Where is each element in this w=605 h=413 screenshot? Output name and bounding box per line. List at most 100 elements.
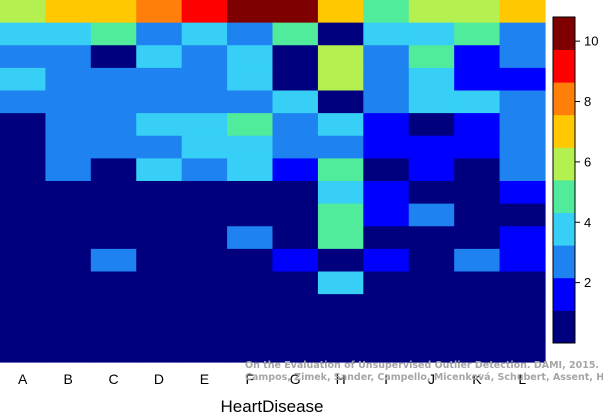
- heatmap-cell: [408, 271, 455, 295]
- heatmap-cell: [272, 339, 319, 363]
- heatmap-cell: [227, 339, 274, 363]
- heatmap-cell: [408, 294, 455, 318]
- heatmap-cell: [454, 113, 501, 137]
- colorbar-segment: [553, 180, 575, 213]
- heatmap-cell: [90, 67, 137, 92]
- heatmap-cell: [90, 158, 137, 182]
- heatmap-cell: [45, 294, 92, 318]
- heatmap-cell: [181, 181, 228, 205]
- heatmap-cell: [454, 90, 501, 114]
- heatmap-cell: [272, 0, 319, 24]
- heatmap-cell: [408, 226, 455, 250]
- heatmap-cell: [454, 203, 501, 227]
- heatmap-cell: [363, 67, 410, 92]
- heatmap-cell: [136, 113, 183, 137]
- heatmap-cell: [0, 339, 47, 363]
- x-tick-label: I: [384, 371, 388, 387]
- heatmap-cell: [363, 90, 410, 114]
- heatmap-cell: [317, 271, 364, 295]
- heatmap-cell: [181, 339, 228, 363]
- heatmap-cell: [363, 316, 410, 340]
- heatmap-cell: [317, 339, 364, 363]
- heatmap-cell: [363, 271, 410, 295]
- heatmap-cell: [90, 0, 137, 24]
- heatmap-cell: [181, 203, 228, 227]
- heatmap-cell: [45, 203, 92, 227]
- heatmap-cell: [499, 226, 546, 250]
- colorbar-tick-label: 6: [584, 154, 591, 169]
- heatmap-cell: [90, 45, 137, 69]
- heatmap-cell: [90, 113, 137, 137]
- heatmap-cell: [227, 135, 274, 159]
- heatmap-cell: [181, 45, 228, 69]
- heatmap-cell: [136, 90, 183, 114]
- colorbar: [552, 16, 576, 344]
- colorbar-segment: [553, 310, 575, 344]
- colorbar-tick-label: 8: [584, 94, 591, 109]
- heatmap-cell: [0, 67, 47, 92]
- heatmap-cell: [227, 271, 274, 295]
- heatmap-cell: [363, 248, 410, 273]
- x-tick-label: A: [18, 371, 28, 387]
- heatmap-cell: [363, 339, 410, 363]
- heatmap-cell: [363, 294, 410, 318]
- heatmap-cell: [408, 67, 455, 92]
- heatmap-cell: [136, 0, 183, 24]
- heatmap-cell: [317, 45, 364, 69]
- heatmap-cell: [408, 135, 455, 159]
- heatmap-cell: [272, 90, 319, 114]
- heatmap-cell: [90, 22, 137, 46]
- heatmap-cell: [499, 113, 546, 137]
- heatmap-cell: [454, 294, 501, 318]
- heatmap-cell: [136, 158, 183, 182]
- heatmap-cell: [499, 90, 546, 114]
- heatmap-cell: [90, 203, 137, 227]
- heatmap-cell: [90, 181, 137, 205]
- heatmap-cell: [363, 203, 410, 227]
- colorbar-segment: [553, 147, 575, 181]
- heatmap-cell: [272, 181, 319, 205]
- heatmap-cell: [90, 248, 137, 273]
- heatmap-cell: [272, 248, 319, 273]
- colorbar-segment: [553, 277, 575, 311]
- x-tick-label: H: [336, 371, 346, 387]
- heatmap-cell: [0, 248, 47, 273]
- heatmap-cell: [181, 0, 228, 24]
- heatmap-cell: [363, 181, 410, 205]
- heatmap-cell: [90, 271, 137, 295]
- heatmap-cell: [227, 203, 274, 227]
- x-tick-label: E: [200, 371, 209, 387]
- heatmap-cell: [136, 135, 183, 159]
- heatmap-cell: [499, 0, 546, 24]
- heatmap-cell: [454, 248, 501, 273]
- heatmap-cell: [45, 226, 92, 250]
- x-axis-label: HeartDisease: [221, 397, 324, 413]
- heatmap-cell: [45, 0, 92, 24]
- colorbar-tick-label: 4: [584, 215, 591, 230]
- heatmap-cell: [408, 316, 455, 340]
- heatmap-cell: [363, 113, 410, 137]
- heatmap-cell: [227, 181, 274, 205]
- heatmap-cell: [45, 339, 92, 363]
- colorbar-segment: [553, 245, 575, 279]
- colorbar-tick-label: 2: [584, 275, 591, 290]
- heatmap-cell: [0, 135, 47, 159]
- heatmap-cell: [363, 45, 410, 69]
- heatmap-cell: [499, 158, 546, 182]
- heatmap-cell: [181, 90, 228, 114]
- heatmap-cell: [227, 226, 274, 250]
- heatmap-cell: [317, 67, 364, 92]
- heatmap-cell: [227, 248, 274, 273]
- heatmap-cell: [45, 316, 92, 340]
- heatmap-cell: [317, 294, 364, 318]
- heatmap-cell: [90, 135, 137, 159]
- heatmap-cell: [363, 226, 410, 250]
- heatmap-cell: [136, 181, 183, 205]
- heatmap-cell: [499, 45, 546, 69]
- heatmap-cell: [408, 203, 455, 227]
- heatmap-cell: [499, 135, 546, 159]
- heatmap-cell: [0, 271, 47, 295]
- heatmap-cell: [227, 294, 274, 318]
- heatmap-cell: [317, 135, 364, 159]
